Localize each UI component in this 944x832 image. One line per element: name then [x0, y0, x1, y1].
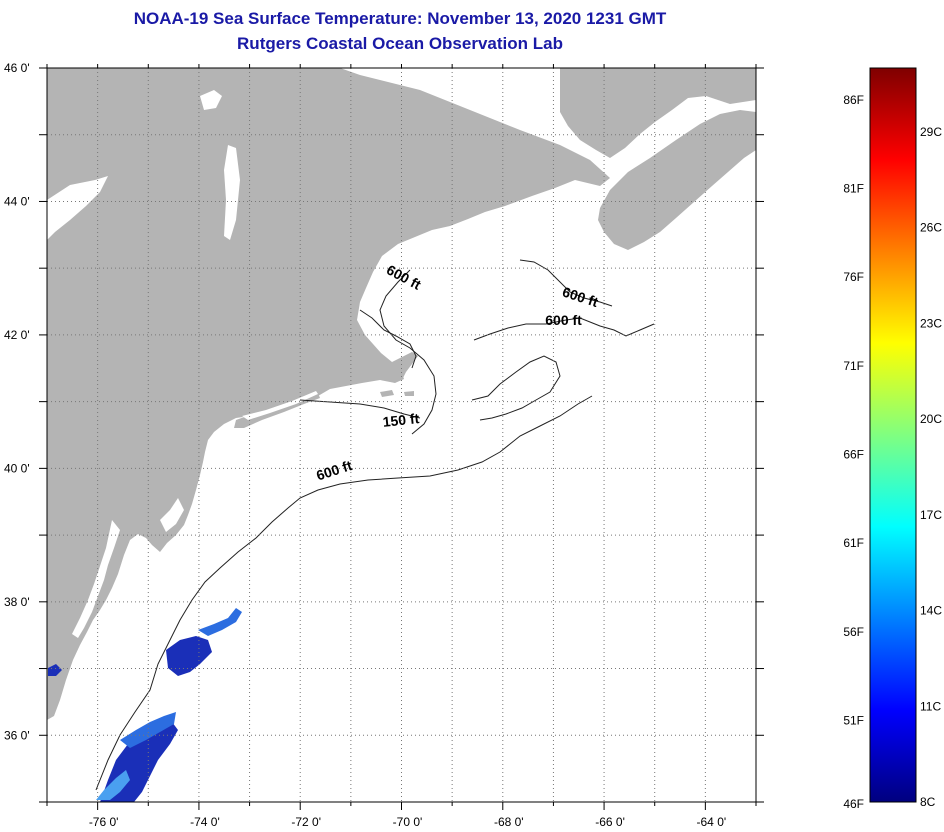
map-grid: -76 0' -74 0' -72 0' -70 0' -68 0' -66 0' -64 … — [4, 61, 764, 829]
colorbar-celsius-label: 14C — [920, 604, 942, 618]
map-subtitle: Rutgers Coastal Ocean Observation Lab — [237, 34, 563, 53]
colorbar-fahrenheit-label: 46F — [843, 797, 864, 811]
colorbar-fahrenheit-label: 81F — [843, 182, 864, 196]
sst-patch-1 — [166, 636, 212, 676]
sst-patch-6 — [48, 664, 62, 676]
colorbar-celsius-label: 20C — [920, 412, 942, 426]
sst-patch-4 — [120, 712, 176, 748]
sst-patches — [48, 608, 242, 802]
land-new-brunswick — [560, 68, 756, 158]
contour-lines — [95, 259, 655, 791]
land-cape-cod — [392, 352, 418, 380]
colorbar-celsius-label: 23C — [920, 316, 942, 330]
water-chesapeake — [72, 520, 120, 638]
colorbar — [869, 67, 917, 803]
colorbar-fahrenheit-label: 66F — [843, 448, 864, 462]
lon-tick-label: -66 0' — [595, 815, 625, 829]
colorbar-fahrenheit-label: 76F — [843, 270, 864, 284]
colorbar-celsius-label: 29C — [920, 125, 942, 139]
lat-tick-label: 42 0' — [4, 328, 30, 342]
contour-georges-bank — [471, 355, 561, 421]
contour-inner-gulf — [299, 309, 421, 419]
colorbar-fahrenheit-label: 71F — [843, 359, 864, 373]
contour-600ft-shelf — [95, 395, 593, 791]
lon-tick-label: -64 0' — [697, 815, 727, 829]
colorbar-celsius-label: 17C — [920, 508, 942, 522]
map-frame — [46, 67, 757, 803]
contour-600ft-north — [519, 259, 613, 307]
lon-tick-label: -72 0' — [291, 815, 321, 829]
contour-label: 150 ft — [382, 410, 420, 430]
lon-tick-label: -76 0' — [89, 815, 119, 829]
water-delaware-bay — [160, 498, 184, 532]
colorbar-fahrenheit-label: 61F — [843, 536, 864, 550]
map-title: NOAA-19 Sea Surface Temperature: Novembe… — [133, 9, 667, 28]
lat-tick-label: 44 0' — [4, 194, 30, 208]
contour-label: 600 ft — [545, 312, 582, 328]
colorbar-fahrenheit-label: 86F — [843, 93, 864, 107]
lat-tick-label: 46 0' — [4, 61, 30, 75]
lat-tick-label: 40 0' — [4, 461, 30, 475]
colorbar-celsius-label: 11C — [920, 699, 941, 713]
colorbar-celsius-label: 8C — [920, 795, 936, 809]
contour-600ft-gulf — [379, 269, 437, 435]
lat-tick-label: 36 0' — [4, 728, 30, 742]
colorbar-fahrenheit-label: 51F — [843, 713, 864, 727]
colorbar-labels: 29C 26C 23C 20C 17C 14C 11C 8C 86F 81F 76F 71F 66F 61… — [843, 93, 942, 811]
land-islands — [380, 390, 414, 397]
water-long-island-sound — [242, 391, 318, 420]
lon-tick-label: -74 0' — [190, 815, 220, 829]
land-us-mainland — [47, 68, 610, 720]
sst-patch-5 — [96, 770, 130, 800]
colorbar-fahrenheit-label: 56F — [843, 625, 864, 639]
sst-patch-2 — [198, 608, 242, 636]
lon-tick-label: -68 0' — [494, 815, 524, 829]
colorbar-celsius-label: 26C — [920, 221, 942, 235]
contour-600ft-georges — [473, 317, 655, 341]
lon-tick-label: -70 0' — [393, 815, 423, 829]
lat-tick-label: 38 0' — [4, 595, 30, 609]
land-nova-scotia — [598, 110, 756, 250]
